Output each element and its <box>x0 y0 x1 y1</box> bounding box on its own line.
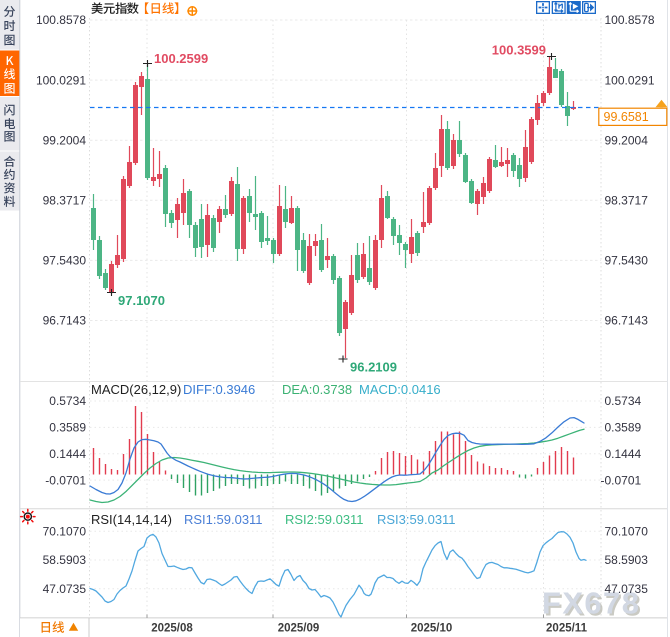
svg-text:RSI3:59.0311: RSI3:59.0311 <box>377 512 456 527</box>
svg-text:97.5430: 97.5430 <box>605 254 649 268</box>
svg-text:98.3717: 98.3717 <box>605 194 649 208</box>
svg-text:96.7143: 96.7143 <box>43 314 87 328</box>
svg-text:0.1444: 0.1444 <box>49 447 86 461</box>
svg-text:0.3589: 0.3589 <box>49 421 86 435</box>
svg-text:2025/11: 2025/11 <box>546 623 588 635</box>
svg-text:96.2109: 96.2109 <box>350 360 397 375</box>
svg-text:2025/10: 2025/10 <box>411 623 453 635</box>
svg-text:DIFF:0.3946: DIFF:0.3946 <box>183 382 255 397</box>
svg-text:47.0735: 47.0735 <box>43 582 87 596</box>
svg-text:70.1070: 70.1070 <box>43 524 87 538</box>
svg-text:MACD:0.0416: MACD:0.0416 <box>359 382 441 397</box>
svg-text:RSI2:59.0311: RSI2:59.0311 <box>285 512 364 527</box>
svg-text:FX678: FX678 <box>542 586 640 621</box>
svg-text:98.3717: 98.3717 <box>43 194 87 208</box>
svg-text:100.0291: 100.0291 <box>605 73 655 87</box>
svg-text:100.8578: 100.8578 <box>36 13 86 27</box>
svg-text:100.8578: 100.8578 <box>605 13 655 27</box>
svg-text:100.0291: 100.0291 <box>36 73 86 87</box>
svg-text:47.0735: 47.0735 <box>605 582 649 596</box>
svg-text:MACD(26,12,9): MACD(26,12,9) <box>91 382 181 397</box>
svg-text:97.5430: 97.5430 <box>43 254 87 268</box>
svg-text:58.5903: 58.5903 <box>43 553 87 567</box>
svg-text:99.2004: 99.2004 <box>605 133 649 147</box>
svg-text:RSI1:59.0311: RSI1:59.0311 <box>184 512 263 527</box>
svg-text:2025/08: 2025/08 <box>151 623 193 635</box>
svg-text:99.2004: 99.2004 <box>43 133 87 147</box>
svg-text:58.5903: 58.5903 <box>605 553 649 567</box>
svg-text:70.1070: 70.1070 <box>605 524 649 538</box>
svg-text:100.2599: 100.2599 <box>154 51 208 66</box>
svg-text:-0.0701: -0.0701 <box>45 473 86 487</box>
svg-text:RSI(14,14,14): RSI(14,14,14) <box>91 512 172 527</box>
svg-text:FX678: FX678 <box>544 588 642 623</box>
svg-text:0.3589: 0.3589 <box>605 421 642 435</box>
svg-text:100.3599: 100.3599 <box>492 43 546 58</box>
svg-text:99.6581: 99.6581 <box>604 110 649 124</box>
svg-text:0.1444: 0.1444 <box>605 447 642 461</box>
svg-text:0.5734: 0.5734 <box>49 394 86 408</box>
svg-text:97.1070: 97.1070 <box>118 293 165 308</box>
svg-text:-0.0701: -0.0701 <box>601 473 642 487</box>
svg-text:96.7143: 96.7143 <box>605 314 649 328</box>
svg-text:DEA:0.3738: DEA:0.3738 <box>282 382 352 397</box>
svg-text:0.5734: 0.5734 <box>605 394 642 408</box>
svg-text:2025/09: 2025/09 <box>278 623 320 635</box>
